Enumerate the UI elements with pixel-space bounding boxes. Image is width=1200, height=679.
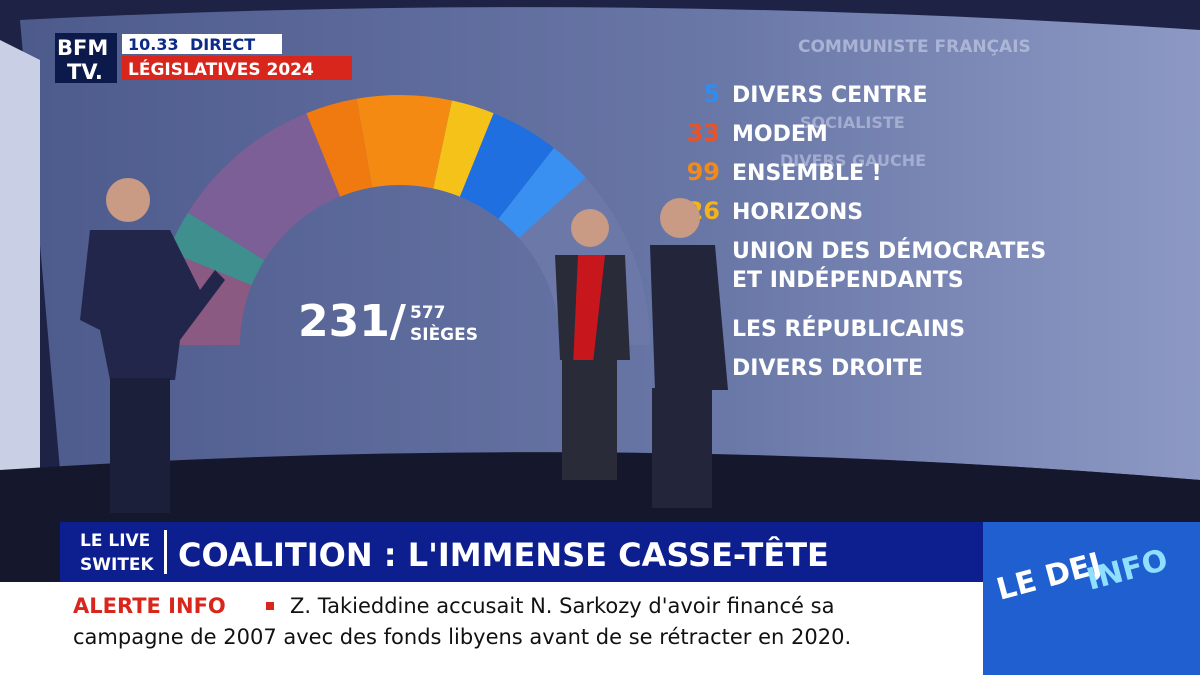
logo: TV.	[67, 60, 103, 84]
logo-box	[55, 33, 117, 83]
legend-label: DIVERS DROITE	[732, 356, 923, 381]
logo: BFM	[57, 36, 108, 60]
time: 10.33	[128, 35, 179, 54]
program-tag-box	[122, 56, 352, 80]
hemicycle-segment	[306, 98, 373, 197]
guest	[650, 198, 728, 508]
legend-label: DIVERS CENTRE	[732, 83, 928, 108]
legend-label: HORIZONS	[732, 200, 863, 225]
bg-label: SOCIALISTE	[800, 113, 905, 132]
hemicycle-segment	[168, 212, 265, 286]
ticker-text: campagne de 2007 avec des fonds libyens …	[73, 625, 851, 649]
bg-label: DIVERS GAUCHE	[780, 151, 926, 170]
seat-count: 231/	[298, 296, 407, 347]
live-tag: DIRECT	[190, 35, 255, 54]
hemicycle-segment	[433, 100, 494, 197]
side-promo	[983, 522, 1200, 675]
presenter	[80, 178, 225, 513]
ticker-tag: ALERTE INFO	[73, 594, 226, 618]
time-box	[122, 34, 282, 54]
headline: COALITION : L'IMMENSE CASSE-TÊTE	[178, 536, 829, 574]
hemicycle-segment	[187, 113, 341, 261]
legend-number: 33	[687, 119, 720, 147]
show-name: LE LIVE	[80, 531, 150, 551]
legend-label: MODEM	[732, 122, 828, 147]
legend-label: UNION DES DÉMOCRATES	[732, 238, 1046, 264]
hemicycle-segment	[356, 95, 452, 189]
hemicycle-segment	[459, 113, 554, 219]
headline-banner	[60, 522, 983, 582]
legend-label: ET INDÉPENDANTS	[732, 267, 964, 293]
seat-total: 577	[410, 303, 446, 323]
side-panel	[0, 40, 40, 500]
guest	[555, 209, 630, 480]
legend-label: ENSEMBLE !	[732, 161, 882, 186]
legend-number: 99	[687, 158, 720, 186]
show-name: SWITEK	[80, 555, 155, 575]
seat-unit: SIÈGES	[410, 323, 478, 345]
legend-number: 5	[703, 80, 720, 108]
legend-label: LES RÉPUBLICAINS	[732, 316, 965, 342]
separator	[164, 530, 167, 574]
bg-label: COMMUNISTE FRANÇAIS	[798, 37, 1031, 57]
ticker-text: Z. Takieddine accusait N. Sarkozy d'avoi…	[290, 594, 834, 618]
ticker-dot	[266, 602, 274, 610]
program-tag: LÉGISLATIVES 2024	[128, 58, 314, 80]
hemicycle-segment	[498, 147, 586, 238]
ticker	[0, 582, 983, 675]
